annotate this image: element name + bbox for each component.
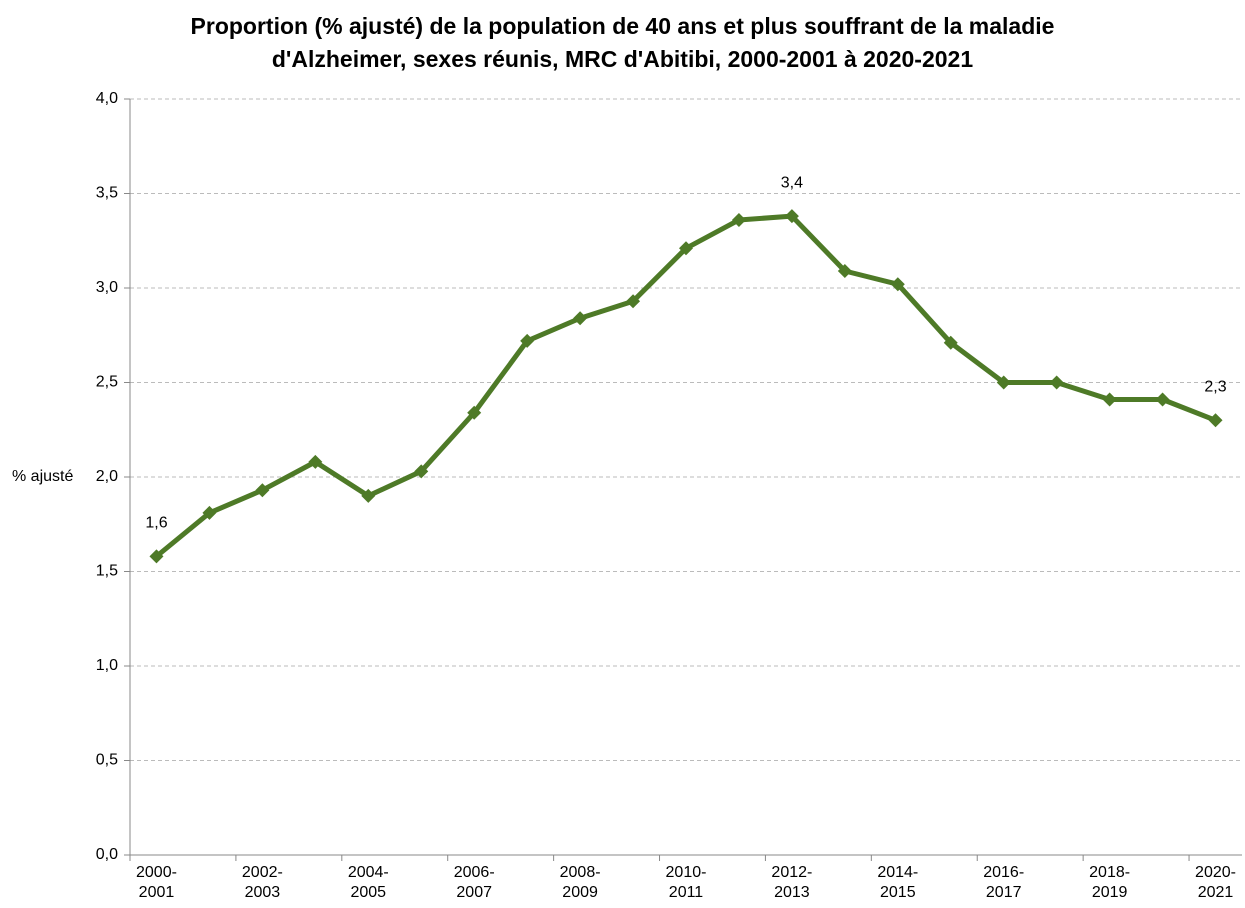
y-axis-label: % ajusté [12,468,73,485]
y-tick-label: 3,5 [96,185,118,202]
marker [943,335,958,350]
y-tick-label: 4,0 [96,90,118,107]
x-tick-label: 2012- 2013 [771,864,813,901]
y-tick-label: 1,5 [96,563,118,580]
marker [308,454,323,469]
marker [784,209,799,224]
data-label: 3,4 [781,174,803,191]
y-tick-label: 2,5 [96,374,118,391]
chart-title: Proportion (% ajusté) de la population d… [190,13,1055,72]
marker [996,375,1011,390]
marker [202,505,217,520]
y-tick-label: 1,0 [96,657,118,674]
marker [255,483,270,498]
y-tick-label: 0,0 [96,846,118,863]
marker [731,212,746,227]
y-tick-label: 2,0 [96,468,118,485]
marker [890,277,905,292]
x-tick-label: 2008- 2009 [559,864,601,901]
marker [361,488,376,503]
marker [679,241,693,256]
x-tick-label: 2018- 2019 [1089,864,1131,901]
marker [1102,392,1117,407]
y-tick-label: 0,5 [96,752,118,769]
marker [149,549,164,564]
data-label: 2,3 [1204,379,1226,396]
x-tick-label: 2010- 2011 [665,864,707,901]
x-tick-label: 2002- 2003 [241,864,283,901]
x-tick-label: 2016- 2017 [983,864,1025,901]
marker [520,333,535,348]
marker [467,405,482,420]
x-tick-label: 2006- 2007 [453,864,495,901]
x-tick-label: 2004- 2005 [347,864,389,901]
marker [414,464,429,479]
x-tick-label: 2000- 2001 [136,864,177,901]
marker [1208,413,1223,428]
y-tick-label: 3,0 [96,279,118,296]
x-tick-label: 2014- 2015 [877,864,919,901]
data-label: 1,6 [145,515,167,532]
marker [837,263,852,278]
marker [1155,392,1170,407]
marker [1049,375,1064,390]
marker [573,311,588,326]
marker [626,294,641,309]
x-tick-label: 2020- 2021 [1195,864,1236,901]
